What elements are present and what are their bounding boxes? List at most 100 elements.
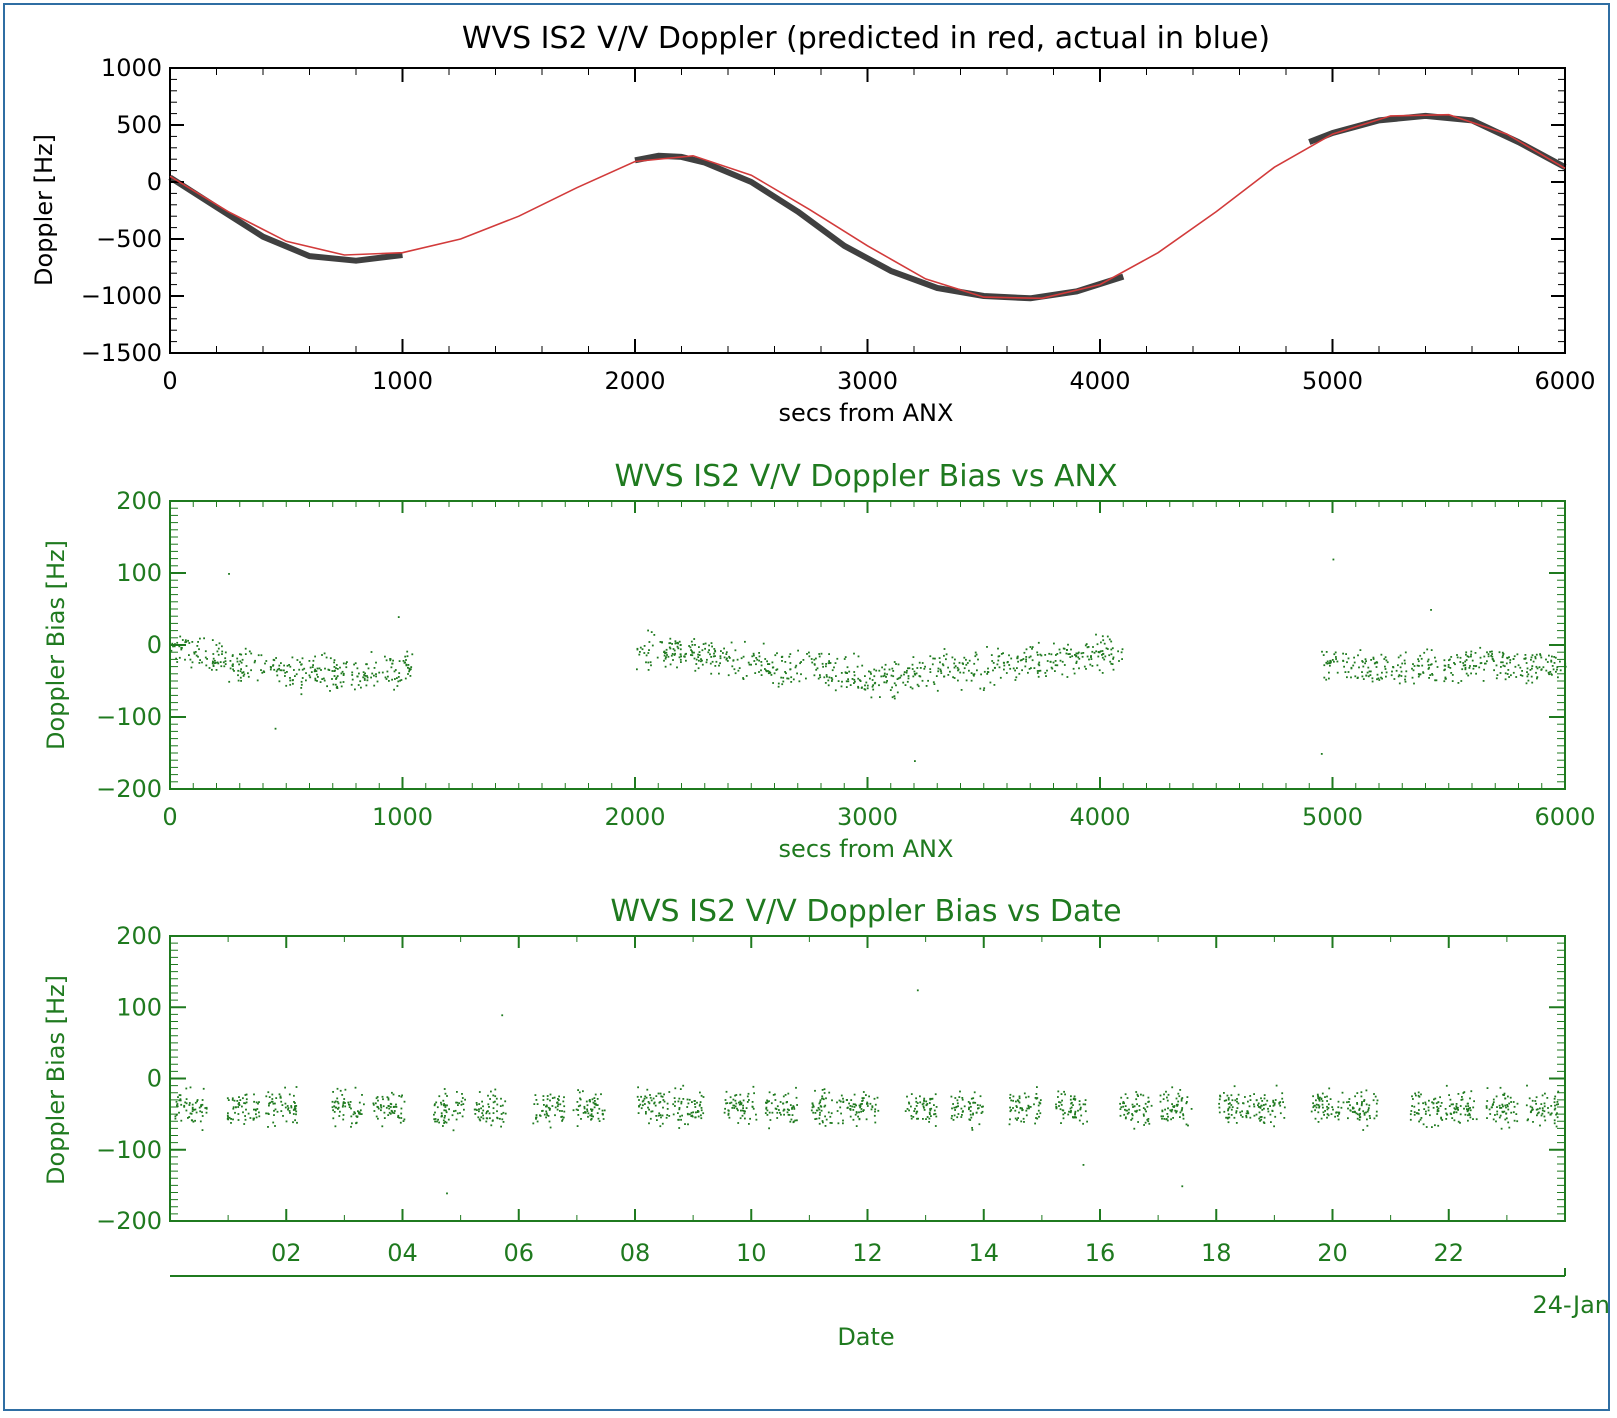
bias-point (226, 1117, 229, 1120)
bias-point (283, 669, 285, 672)
bias-point (1347, 657, 1350, 660)
bias-point (945, 658, 947, 661)
bias-point (854, 1113, 857, 1116)
bias-point (294, 1107, 297, 1110)
bias-point (813, 663, 816, 665)
bias-point (698, 646, 700, 648)
bias-point (733, 1107, 736, 1109)
bias-point (237, 1106, 240, 1108)
bias-point (636, 668, 638, 671)
bias-point (1326, 660, 1329, 663)
bias-point (697, 653, 699, 656)
bias-point (394, 1105, 397, 1108)
bias-point (1547, 1107, 1549, 1109)
bias-point (1486, 1117, 1488, 1119)
bias-point (785, 672, 787, 675)
bias-point (935, 1115, 938, 1118)
bias-point (739, 1117, 742, 1120)
x-tick-label: 1000 (372, 367, 433, 395)
bias-point (726, 660, 729, 662)
bias-point (922, 1118, 924, 1120)
bias-point (1358, 1109, 1361, 1111)
bias-point (403, 1118, 406, 1121)
bias-point (1227, 1107, 1230, 1110)
bias-point (342, 1104, 344, 1107)
bias-point (1281, 1092, 1284, 1095)
bias-point (273, 668, 276, 671)
bias-point (959, 1090, 961, 1093)
bias-point (904, 684, 907, 686)
bias-point (244, 1118, 247, 1121)
bias-point (981, 1106, 983, 1108)
bias-point (1521, 670, 1523, 672)
bias-point (686, 1112, 689, 1115)
bias-point (1375, 1114, 1378, 1117)
bias-point (1541, 1107, 1544, 1110)
bias-point (687, 1123, 689, 1126)
bias-point (1517, 664, 1520, 667)
bias-point (1551, 673, 1553, 676)
bias-point (883, 672, 886, 675)
bias-point (1432, 1106, 1435, 1109)
bias-point (841, 680, 843, 683)
bias-point (855, 1104, 857, 1107)
bias-point (386, 1096, 389, 1099)
bias-point (299, 661, 301, 664)
bias-point (713, 652, 715, 655)
bias-point (365, 684, 368, 687)
bias-point (689, 646, 692, 649)
bias-point (1109, 660, 1112, 663)
bias-point (738, 1103, 741, 1106)
bias-point (536, 1103, 539, 1105)
bias-point (1230, 1094, 1233, 1097)
bias-point (478, 1091, 481, 1093)
bias-point (1108, 638, 1111, 641)
bias-point (1263, 1097, 1266, 1100)
bias-point (1411, 676, 1414, 679)
bias-point (911, 668, 914, 670)
bias-point (482, 1117, 485, 1120)
bias-point (1031, 659, 1034, 662)
bias-point (1358, 1118, 1361, 1121)
bias-point (987, 667, 989, 670)
bias-point (1451, 1117, 1454, 1119)
bias-point (403, 1100, 406, 1103)
bias-point (444, 1106, 447, 1108)
bias-point (456, 1101, 459, 1104)
bias-point (496, 1103, 499, 1106)
bias-point (788, 655, 791, 658)
bias-point (228, 680, 231, 683)
bias-point (810, 1109, 813, 1112)
bias-point (998, 666, 1001, 669)
bias-point (1007, 661, 1009, 663)
bias-point (292, 1113, 295, 1115)
panel-bias-date: WVS IS2 V/V Doppler Bias vs Date 02 04 06 0… (42, 894, 1610, 1351)
bias-point (236, 1100, 239, 1102)
bias-point (226, 1097, 229, 1100)
bias-point (1375, 1110, 1378, 1113)
bias-point (742, 1107, 744, 1109)
bias-point (936, 689, 939, 692)
bias-point (865, 1094, 867, 1096)
bias-point (679, 1088, 682, 1090)
bias-point (1055, 1106, 1058, 1108)
bias-point (1424, 1113, 1427, 1115)
bias-point (1368, 670, 1371, 673)
bias-point (1110, 648, 1113, 651)
bias-point (886, 680, 888, 682)
bias-point (1088, 658, 1090, 661)
bias-point (1512, 671, 1515, 674)
bias-point (693, 638, 696, 640)
bias-point (331, 1106, 334, 1109)
bias-point (1465, 659, 1468, 661)
bias-point (815, 668, 818, 671)
bias-point (1500, 1107, 1503, 1109)
bias-point (239, 670, 242, 673)
bias-point (541, 1110, 543, 1112)
bias-point (1009, 1106, 1011, 1109)
bias-point (1321, 1103, 1324, 1106)
bias-point (1016, 667, 1018, 669)
bias-point (825, 1118, 828, 1121)
bias-point (1498, 1116, 1501, 1119)
bias-point (1529, 669, 1532, 671)
